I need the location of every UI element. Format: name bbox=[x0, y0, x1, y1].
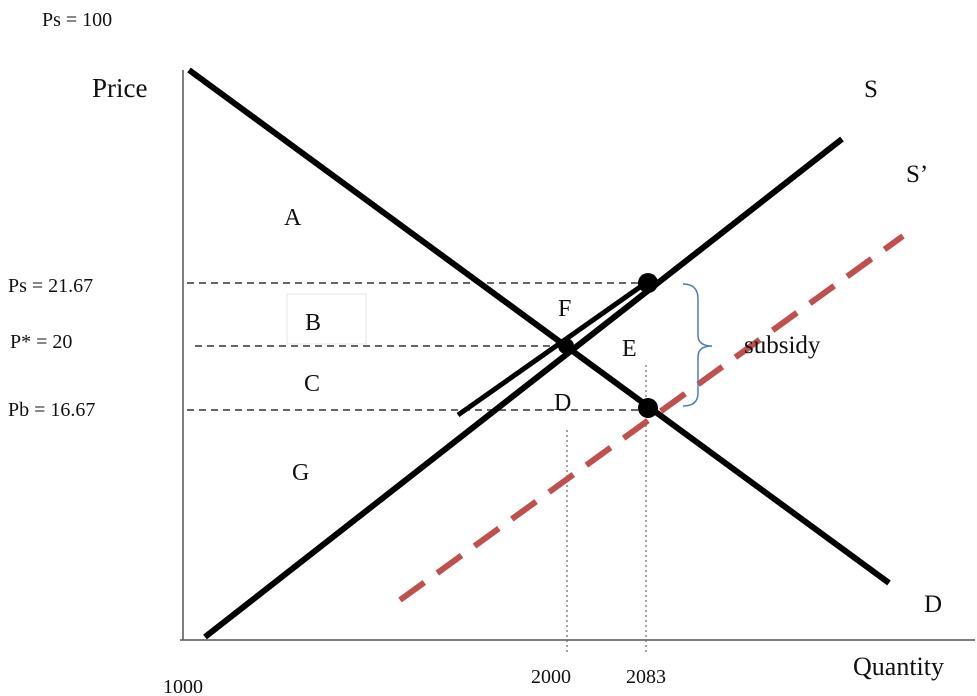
ps-top-label: Ps = 100 bbox=[42, 9, 112, 31]
price-axis-label: Price bbox=[92, 73, 147, 103]
shifted-supply-curve bbox=[398, 233, 905, 603]
supply-label: S bbox=[864, 76, 878, 103]
q-eq-label: 2000 bbox=[531, 666, 571, 688]
shifted-supply-label: S’ bbox=[906, 161, 928, 188]
area-g-label: G bbox=[292, 460, 309, 486]
equilibrium-dot bbox=[558, 338, 574, 354]
pb-level-label: Pb = 16.67 bbox=[8, 399, 95, 421]
area-b-label: B bbox=[305, 310, 321, 336]
supply-curve-stroke-overlap bbox=[456, 277, 652, 418]
subsidy-label: subsidy bbox=[744, 332, 821, 359]
q-origin-label: 1000 bbox=[163, 676, 203, 696]
p-star-label: P* = 20 bbox=[10, 331, 72, 353]
area-f-label: F bbox=[558, 296, 571, 322]
ps-level-label: Ps = 21.67 bbox=[8, 275, 93, 297]
subsidy-brace bbox=[682, 283, 713, 407]
demand-curve bbox=[187, 67, 891, 586]
area-a-label: A bbox=[284, 205, 302, 231]
q-sub-label: 2083 bbox=[626, 666, 666, 688]
supply-curve bbox=[203, 136, 844, 640]
buyer-price-dot bbox=[638, 398, 658, 418]
area-b-box bbox=[286, 293, 367, 345]
area-c-label: C bbox=[304, 371, 320, 397]
area-e-label: E bbox=[622, 336, 637, 362]
seller-price-dot bbox=[638, 273, 658, 293]
area-d-label: D bbox=[554, 390, 571, 416]
quantity-axis-label: Quantity bbox=[853, 652, 944, 681]
demand-label: D bbox=[924, 591, 942, 618]
